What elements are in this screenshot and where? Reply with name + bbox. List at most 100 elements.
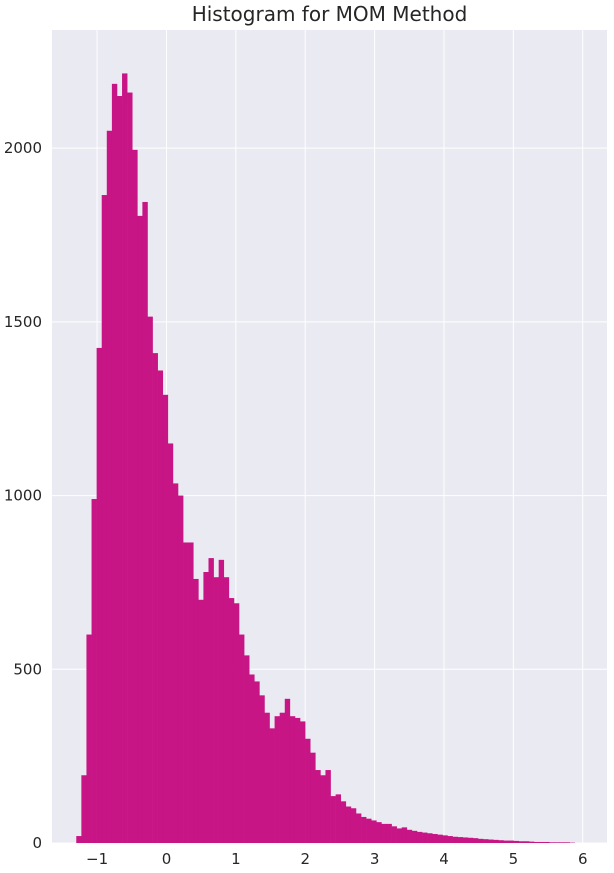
histogram-bar: [472, 838, 479, 843]
histogram-bar: [340, 801, 347, 843]
histogram-bar: [264, 712, 270, 843]
histogram-bar: [452, 836, 458, 843]
histogram-bar: [294, 717, 301, 843]
histogram-bar: [503, 840, 509, 843]
histogram-bar: [411, 830, 418, 843]
histogram-bar: [81, 775, 87, 843]
histogram-bar: [106, 130, 113, 843]
histogram-bar: [183, 542, 189, 843]
histogram-bar: [269, 728, 275, 843]
histogram-bar: [549, 842, 555, 843]
histogram-bar: [381, 823, 387, 843]
histogram-bar: [152, 353, 158, 843]
histogram-bar: [198, 599, 204, 843]
x-tick-label: 0: [162, 850, 172, 868]
histogram-bar: [249, 674, 255, 843]
histogram-bar: [462, 837, 469, 843]
histogram-bar: [498, 840, 504, 843]
histogram-bar: [289, 716, 296, 843]
histogram-bars: [76, 73, 575, 844]
histogram-bar: [523, 841, 530, 843]
histogram-bar: [284, 698, 291, 843]
chart-title: Histogram for MOM Method: [192, 2, 468, 26]
y-tick-label: 0: [32, 834, 42, 852]
histogram-bar: [172, 483, 179, 843]
histogram-bar: [233, 603, 240, 843]
histogram-bar: [147, 316, 153, 843]
histogram-bar: [376, 822, 382, 843]
histogram-bar: [554, 842, 560, 843]
histogram-bar: [330, 796, 336, 843]
histogram-bar: [239, 634, 245, 843]
histogram-bar: [416, 831, 423, 843]
histogram-bar: [559, 842, 565, 843]
y-axis-ticks: 0 500 1000 1500 2000: [4, 139, 42, 852]
y-tick-label: 1000: [4, 487, 42, 505]
histogram-bar: [137, 215, 143, 843]
histogram-bar: [513, 840, 519, 843]
histogram-bar: [188, 542, 194, 843]
x-tick-label: 4: [439, 850, 449, 868]
histogram-bar: [432, 833, 438, 843]
x-tick-label: 5: [509, 850, 519, 868]
histogram-bar: [122, 73, 128, 844]
histogram-bar: [300, 721, 306, 843]
histogram-bar: [101, 195, 108, 843]
x-axis-ticks: −1 0 1 2 3 4 5 6: [86, 850, 587, 868]
histogram-bar: [391, 826, 397, 843]
histogram-bar: [508, 840, 514, 843]
histogram-bar: [488, 839, 494, 843]
histogram-bar: [350, 808, 357, 843]
histogram-bar: [447, 836, 453, 843]
histogram-bar: [177, 495, 184, 843]
histogram-bar: [223, 577, 230, 843]
histogram-bar: [162, 394, 169, 843]
histogram-bar: [315, 770, 321, 843]
x-tick-label: 3: [370, 850, 380, 868]
histogram-bar: [544, 841, 550, 843]
histogram-bar: [539, 841, 545, 843]
histogram-bar: [76, 836, 82, 843]
histogram-bar: [493, 839, 499, 843]
histogram-bar: [274, 716, 280, 843]
y-tick-label: 2000: [4, 139, 42, 157]
histogram-bar: [96, 347, 103, 843]
histogram-bar: [310, 752, 316, 843]
histogram-bar: [467, 837, 474, 843]
histogram-bar: [564, 842, 570, 843]
histogram-bar: [518, 841, 525, 843]
histogram-bar: [533, 841, 540, 843]
histogram-bar: [213, 577, 219, 843]
histogram-bar: [218, 559, 225, 843]
histogram-bar: [427, 833, 433, 843]
histogram-bar: [157, 370, 164, 843]
histogram-bar: [483, 839, 489, 843]
histogram-bar: [386, 823, 392, 843]
histogram-bar: [345, 806, 352, 843]
histogram-bar: [208, 558, 214, 843]
histogram-bar: [279, 712, 286, 843]
x-tick-label: 6: [578, 850, 588, 868]
histogram-bar: [528, 841, 535, 843]
histogram-bar: [91, 499, 97, 843]
histogram-bar: [320, 775, 326, 843]
histogram-bar: [366, 818, 372, 843]
histogram-bar: [193, 578, 199, 843]
histogram-bar: [132, 149, 138, 843]
histogram-bar: [422, 832, 428, 843]
histogram-bar: [167, 443, 174, 843]
histogram-bar: [228, 598, 235, 843]
histogram-bar: [361, 816, 367, 843]
histogram-bar: [401, 827, 408, 843]
y-tick-label: 1500: [4, 313, 42, 331]
histogram-bar: [244, 655, 250, 843]
histogram-bar: [478, 838, 484, 843]
histogram-bar: [371, 820, 377, 843]
histogram-bar: [442, 835, 448, 843]
histogram-bar: [305, 738, 311, 843]
x-tick-label: 1: [231, 850, 241, 868]
histogram-bar: [335, 794, 342, 843]
histogram-bar: [259, 695, 265, 843]
histogram-bar: [127, 92, 133, 844]
